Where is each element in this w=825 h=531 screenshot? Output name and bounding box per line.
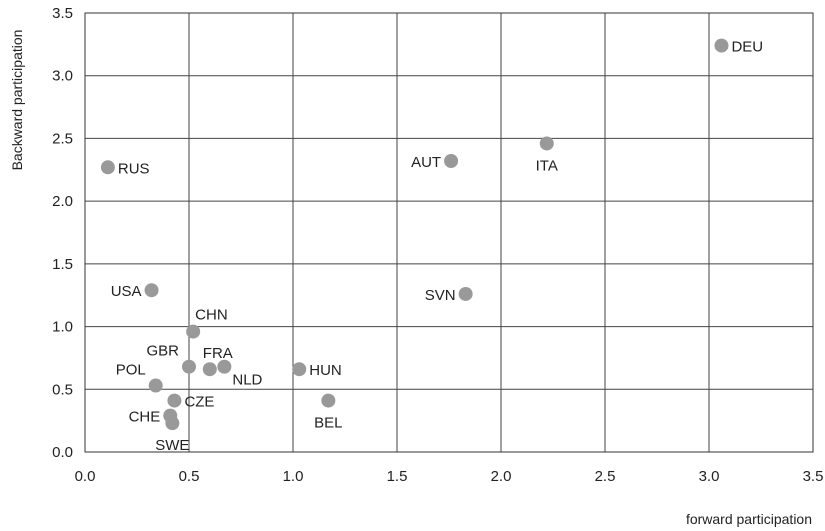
point-label-ita: ITA xyxy=(536,157,558,174)
point-label-swe: SWE xyxy=(155,437,189,454)
data-point-usa xyxy=(144,283,159,298)
point-label-hun: HUN xyxy=(309,362,342,379)
y-tick-label: 3.0 xyxy=(52,68,73,85)
point-label-nld: NLD xyxy=(232,372,262,389)
y-tick-label: 0.0 xyxy=(52,444,73,461)
x-tick-label: 3.0 xyxy=(699,468,720,485)
data-point-nld xyxy=(217,359,232,374)
x-tick-label: 2.0 xyxy=(491,468,512,485)
point-label-gbr: GBR xyxy=(146,343,179,360)
y-tick-label: 2.0 xyxy=(52,193,73,210)
point-label-chn: CHN xyxy=(195,307,228,324)
point-label-fra: FRA xyxy=(203,345,233,362)
x-axis-title: forward participation xyxy=(686,511,812,527)
x-tick-label: 1.0 xyxy=(283,468,304,485)
x-tick-label: 3.5 xyxy=(803,468,824,485)
x-tick-label: 0.0 xyxy=(75,468,96,485)
data-points: DEU RUS AUT ITA SVN USA CHN GBR FRA NLD POL CZE CHE S… xyxy=(100,38,763,454)
data-point-pol xyxy=(148,378,163,393)
x-axis-ticks: 0.0 0.5 1.0 1.5 2.0 2.5 3.0 3.5 xyxy=(75,468,824,485)
point-label-usa: USA xyxy=(111,283,142,300)
y-axis-ticks: 0.0 0.5 1.0 1.5 2.0 2.5 3.0 3.5 xyxy=(52,5,73,461)
point-label-che: CHE xyxy=(129,409,161,426)
data-point-chn xyxy=(186,324,201,339)
point-label-svn: SVN xyxy=(425,287,456,304)
data-point-hun xyxy=(292,362,307,377)
data-point-deu xyxy=(714,38,729,53)
data-point-bel xyxy=(321,393,336,408)
point-label-bel: BEL xyxy=(314,415,342,432)
plot-frame xyxy=(84,12,814,453)
data-point-cze xyxy=(167,393,182,408)
data-point-ita xyxy=(539,136,554,151)
x-tick-label: 0.5 xyxy=(179,468,200,485)
point-label-aut: AUT xyxy=(411,154,441,171)
x-tick-label: 2.5 xyxy=(595,468,616,485)
y-tick-label: 3.5 xyxy=(52,5,73,22)
data-point-fra xyxy=(202,362,217,377)
grid-lines xyxy=(84,12,814,453)
data-point-gbr xyxy=(182,359,196,374)
y-tick-label: 0.5 xyxy=(52,381,73,398)
point-label-cze: CZE xyxy=(184,394,214,411)
data-point-rus xyxy=(100,160,115,175)
y-axis-title: Backward participation xyxy=(9,30,25,171)
point-label-pol: POL xyxy=(116,362,146,379)
y-tick-label: 1.5 xyxy=(52,256,73,273)
data-point-swe xyxy=(165,416,180,431)
data-point-svn xyxy=(458,286,473,301)
y-tick-label: 2.5 xyxy=(52,130,73,147)
data-point-aut xyxy=(444,154,459,169)
x-tick-label: 1.5 xyxy=(387,468,408,485)
y-tick-label: 1.0 xyxy=(52,319,73,336)
point-label-rus: RUS xyxy=(118,160,150,177)
point-label-deu: DEU xyxy=(731,39,763,56)
